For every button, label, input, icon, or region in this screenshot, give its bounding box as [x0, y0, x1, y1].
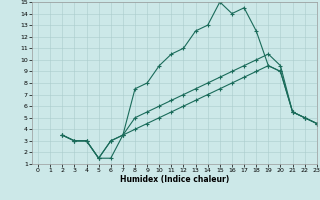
- X-axis label: Humidex (Indice chaleur): Humidex (Indice chaleur): [120, 175, 229, 184]
